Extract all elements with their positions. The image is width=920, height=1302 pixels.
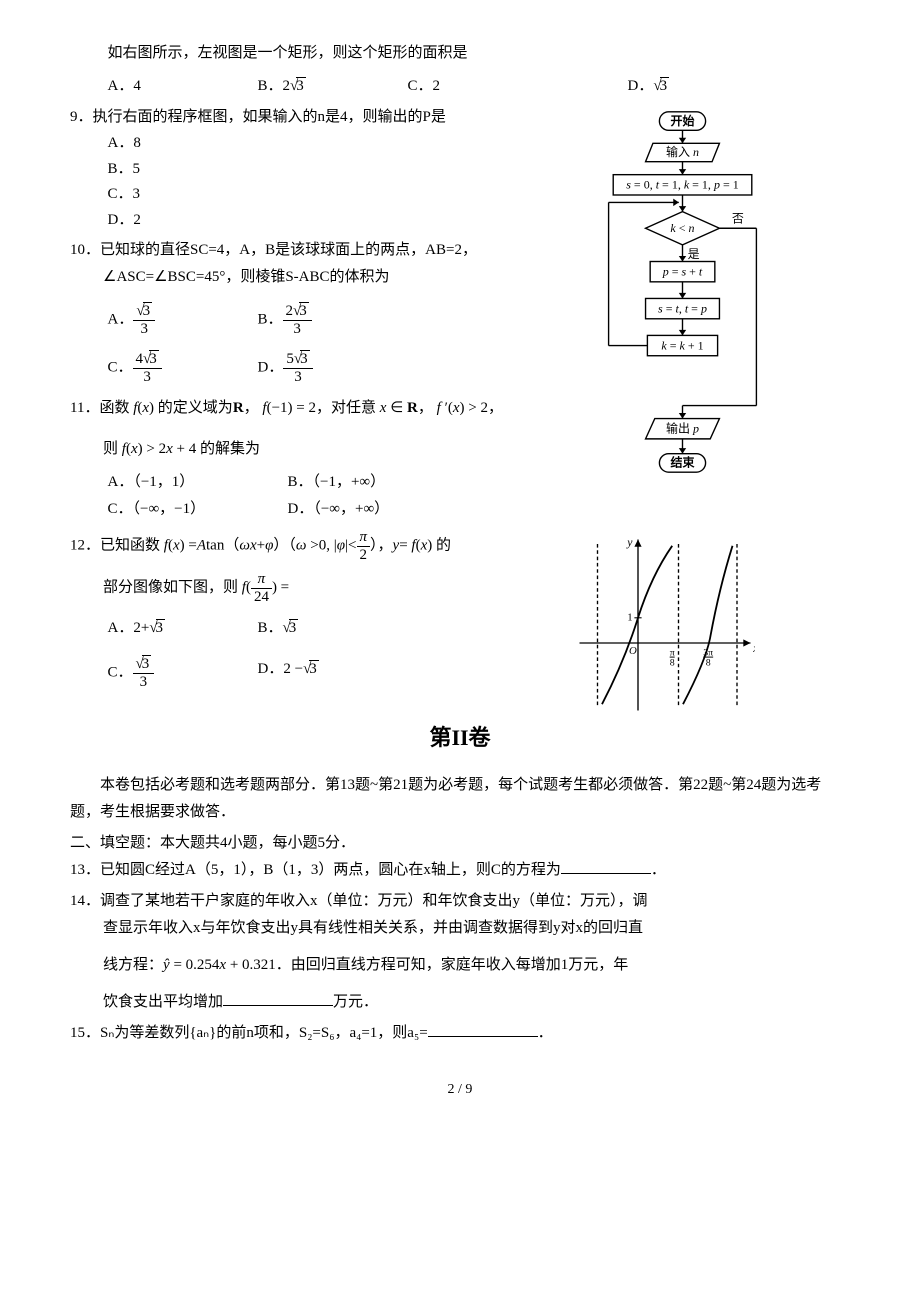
svg-text:否: 否 [732, 212, 744, 226]
tan-graph-svg: x y O π 8 3π 8 1 [575, 535, 755, 715]
svg-text:k < n: k < n [670, 221, 694, 235]
q13-pre: 13．已知圆C经过A（5，1），B（1，3）两点，圆心在x轴上，则C的方程为 [70, 862, 561, 878]
q14: 14．调查了某地若干户家庭的年收入x（单位：万元）和年饮食支出y（单位：万元），… [70, 888, 850, 1016]
q14-l2: 查显示年收入x与年饮食支出y具有线性相关关系，并由调查数据得到y对x的回归直 [103, 915, 850, 942]
svg-text:8: 8 [706, 658, 711, 669]
q10-d-lbl: D． [258, 359, 284, 375]
svg-text:y: y [626, 536, 633, 549]
svg-text:x: x [752, 642, 755, 655]
q11-l2pre: 则 [103, 441, 122, 457]
q8-d-label: D． [628, 78, 654, 94]
q8-b-label: B． [258, 78, 283, 94]
q15-stem: 15．Sₙ为等差数列{aₙ}的前n项和，S₂=S₆，a₄=1，则a₅= [70, 1025, 428, 1041]
q10-opt-a: A．33 [108, 303, 258, 337]
q13-stem: 13．已知圆C经过A（5，1），B（1，3）两点，圆心在x轴上，则C的方程为 [70, 862, 561, 878]
q15-post: ． [538, 1025, 553, 1041]
q8-opt-a: A．4 [108, 73, 258, 100]
q11-m1: 的定义域为 [154, 400, 233, 416]
q11-m2: ， [244, 400, 259, 416]
svg-text:是: 是 [688, 247, 700, 261]
q14-l4post: 万元． [333, 994, 378, 1010]
q10-opt-b: B．233 [258, 303, 408, 337]
q8-opt-b: B．23 [258, 73, 408, 100]
q14-l3: 线方程：ŷ = 0.254x + 0.321．由回归直线方程可知，家庭年收入每增… [103, 952, 850, 979]
q11-opt-b: B．（−1，+∞） [288, 469, 468, 496]
page-number: 2 / 9 [70, 1077, 850, 1102]
q15: 15．Sₙ为等差数列{aₙ}的前n项和，S₂=S₆，a₄=1，则a₅= ． [70, 1020, 850, 1047]
q10-opt-d: D．533 [258, 351, 408, 385]
q12-d-lbl: D． [258, 661, 284, 677]
q8-opt-c: C．2 [408, 73, 498, 100]
section-2-body: 本卷包括必考题和选考题两部分．第13题~第21题为必考题，每个试题考生都必须做答… [70, 772, 850, 826]
sec2-body-text: 本卷包括必考题和选考题两部分．第13题~第21题为必考题，每个试题考生都必须做答… [70, 777, 821, 820]
q11-opt-c: C．（−∞，−1） [108, 496, 288, 523]
q10-b-lbl: B． [258, 311, 283, 327]
q10-a-lbl: A． [108, 311, 134, 327]
q14-l1: 14．调查了某地若干户家庭的年收入x（单位：万元）和年饮食支出y（单位：万元），… [70, 888, 850, 915]
svg-text:输入 n: 输入 n [666, 144, 699, 159]
q12-opt-a: A．2+3 [108, 615, 258, 642]
q12-b-lbl: B． [258, 620, 283, 636]
svg-text:8: 8 [670, 658, 675, 669]
svg-text:结束: 结束 [670, 455, 695, 470]
q12-opt-c: C．33 [108, 656, 258, 690]
q11-R1: R [233, 400, 244, 416]
q11-l2post: 的解集为 [196, 441, 260, 457]
tan-graph-figure: x y O π 8 3π 8 1 [575, 535, 755, 735]
q15-blank [428, 1022, 538, 1037]
svg-text:s = t, t = p: s = t, t = p [658, 301, 707, 315]
flowchart-figure: .box { fill: #fff; stroke: #000; stroke-… [590, 110, 775, 508]
svg-text:k = k + 1: k = k + 1 [661, 338, 703, 352]
q12-eq: = [185, 537, 197, 553]
q11-pre: 11．函数 [70, 400, 133, 416]
q11-opt-d: D．（−∞，+∞） [288, 496, 468, 523]
q11-m3: ，对任意 [316, 400, 380, 416]
page-container: .box { fill: #fff; stroke: #000; stroke-… [70, 40, 850, 1102]
q12-pre: 12．已知函数 [70, 537, 164, 553]
q12-opt-b: B．3 [258, 615, 408, 642]
q13-post: ． [651, 862, 666, 878]
q12-l2pre: 部分图像如下图，则 [103, 579, 242, 595]
svg-text:1: 1 [627, 612, 632, 624]
q13-blank [561, 859, 651, 874]
q10-opt-c: C．433 [108, 351, 258, 385]
q14-l4pre: 饮食支出平均增加 [103, 994, 223, 1010]
section-2-heading: 二、填空题：本大题共4小题，每小题5分． [70, 830, 850, 857]
q14-blank [223, 991, 333, 1006]
flowchart-svg: .box { fill: #fff; stroke: #000; stroke-… [590, 110, 775, 498]
q10-c-lbl: C． [108, 359, 133, 375]
q12-A: A [197, 537, 206, 553]
q12-opt-d: D．2 −3 [258, 656, 408, 690]
q8-opt-d: D．3 [628, 73, 778, 100]
q13: 13．已知圆C经过A（5，1），B（1，3）两点，圆心在x轴上，则C的方程为 ． [70, 857, 850, 884]
q11-m5: ， [488, 400, 503, 416]
q14-l3post: ．由回归直线方程可知，家庭年收入每增加1万元，年 [276, 957, 629, 973]
q12-post: 的 [432, 537, 451, 553]
q8: 如右图所示，左视图是一个矩形，则这个矩形的面积是 A．4 B．23 C．2 D．… [70, 40, 850, 100]
svg-text:开始: 开始 [670, 113, 694, 128]
svg-text:输出 p: 输出 p [666, 420, 699, 435]
q12-c-lbl: C． [108, 664, 133, 680]
q11-m4: ， [418, 400, 437, 416]
q8-cont: 如右图所示，左视图是一个矩形，则这个矩形的面积是 [108, 40, 851, 67]
q11-R2: R [407, 400, 418, 416]
q14-l3pre: 线方程： [103, 957, 163, 973]
svg-text:O: O [629, 645, 637, 657]
q14-l4: 饮食支出平均增加 万元． [103, 989, 850, 1016]
q11-opt-a: A．（−1，1） [108, 469, 288, 496]
q12-a-lbl: A． [108, 620, 134, 636]
svg-text:s = 0, t = 1, k = 1, p = 1: s = 0, t = 1, k = 1, p = 1 [626, 178, 738, 192]
svg-text:p = s + t: p = s + t [662, 264, 703, 278]
